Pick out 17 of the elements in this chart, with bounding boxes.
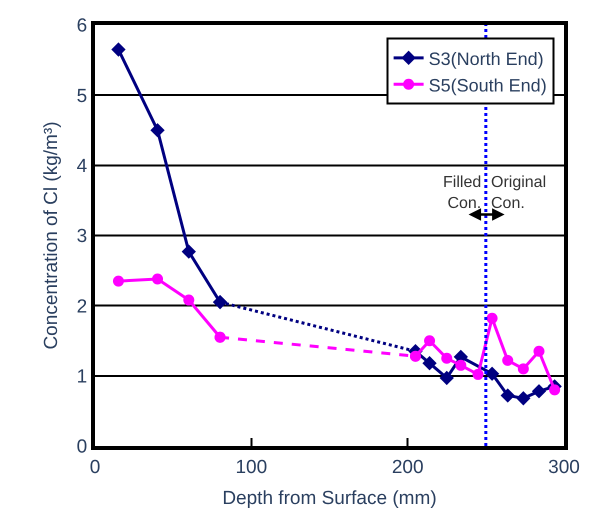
x-tick-label: 0	[90, 456, 100, 478]
y-tick-label: 2	[76, 296, 88, 318]
y-axis-title: Concentration of Cl (kg/m³)	[40, 121, 62, 350]
y-tick-label: 0	[76, 436, 88, 458]
y-tick-label: 6	[76, 16, 88, 37]
legend-label: S5(South End)	[428, 75, 547, 96]
x-tick-label: 100	[235, 456, 268, 478]
y-tick-label: 1	[76, 366, 88, 388]
y-tick-label: 5	[76, 86, 88, 107]
x-axis-title: Depth from Surface (mm)	[222, 488, 437, 510]
x-tick-label: 300	[548, 456, 580, 478]
y-tick-label: 4	[76, 156, 88, 177]
y-tick-label: 3	[76, 226, 88, 248]
annotation: Original Con.	[491, 174, 546, 212]
x-tick-label: 200	[392, 456, 424, 478]
annotation: Filled Con.	[443, 174, 482, 212]
legend-label: S3(North End)	[428, 48, 544, 69]
